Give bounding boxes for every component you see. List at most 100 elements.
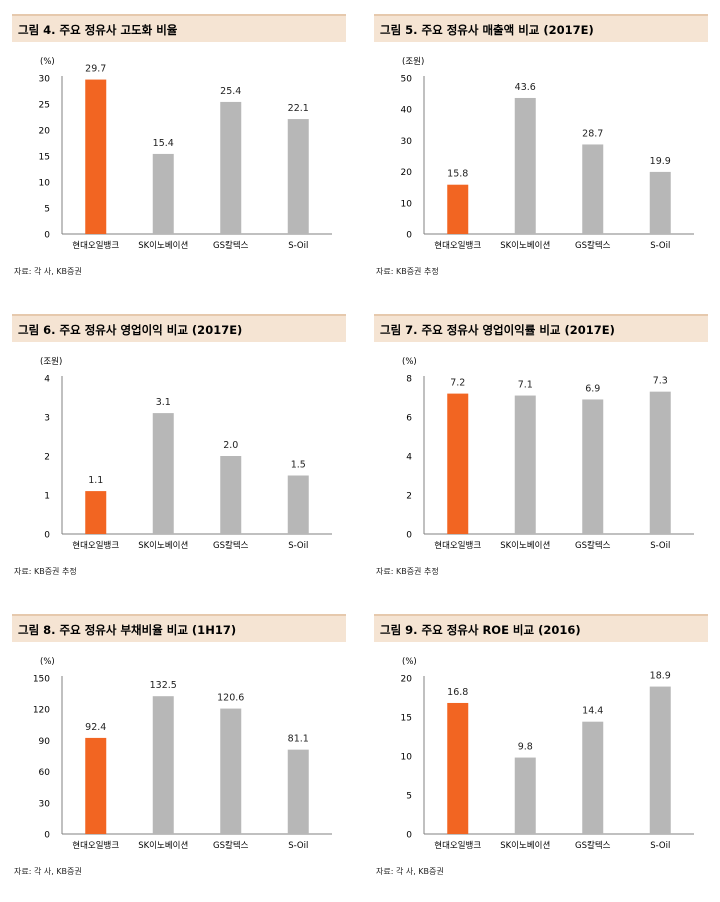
x-tick-label: GS칼텍스 [213,540,249,551]
source-note: 자료: KB증권 추정 [14,567,77,576]
x-tick-label: 현대오일뱅크 [72,240,119,251]
x-tick-label: SK이노베이션 [138,240,188,251]
data-label: 15.8 [447,169,468,180]
x-tick-label: S-Oil [650,841,670,851]
data-label: 92.4 [85,722,106,733]
bar [514,395,536,534]
source-note: 자료: 각 사, KB증권 [14,867,82,876]
x-tick-label: SK이노베이션 [138,840,188,851]
bar-chart: (조원) 0 10 20 30 40 50 15.8 현대오일뱅크 43.6 SK이노베이션 28.7… [401,57,694,251]
panel-title: 그림 6. 주요 정유사 영업이익 비교 (2017E) [12,314,346,342]
data-label: 43.6 [515,82,536,93]
data-label: 28.7 [582,128,603,139]
bar [582,399,604,534]
y-tick-label: 50 [401,75,413,85]
bar [220,708,242,834]
x-tick-label: S-Oil [288,241,308,251]
x-tick-label: 현대오일뱅크 [434,240,481,251]
bar [649,686,671,834]
bar [85,491,107,534]
y-tick-label: 2 [406,492,412,502]
y-tick-label: 4 [406,453,412,463]
data-label: 132.5 [150,680,177,691]
bar [287,475,309,534]
data-label: 7.2 [450,378,465,389]
chart-area: (조원) 0 1 2 3 4 1.1 현대오일뱅크 3.1 SK이노베이션 2.0 GS칼텍스 1.5 S… [12,348,346,558]
y-tick-label: 5 [44,205,50,215]
chart-panel-roe: 그림 9. 주요 정유사 ROE 비교 (2016) (%) 0 5 10 15 20 16… [374,614,708,876]
bar [85,737,107,834]
bar [287,749,309,834]
y-tick-label: 0 [406,231,412,241]
y-tick-label: 10 [401,753,413,763]
bar [220,456,242,534]
bar [649,391,671,534]
data-label: 15.4 [153,138,174,149]
source-note: 자료: 각 사, KB증권 [376,867,444,876]
data-label: 16.8 [447,687,468,698]
x-tick-label: SK이노베이션 [500,540,550,551]
data-label: 2.0 [223,440,238,451]
y-tick-label: 20 [401,675,413,685]
chart-panel-high-conversion-ratio: 그림 4. 주요 정유사 고도화 비율 (%) 0 5 10 15 20 25 30 29.7 현… [12,14,346,276]
chart-area: (%) 0 30 60 90 120 150 92.4 현대오일뱅크 132.5 SK이노베이션 12… [12,648,346,858]
x-tick-label: 현대오일뱅크 [434,840,481,851]
y-tick-label: 10 [401,199,413,209]
data-label: 7.3 [653,376,668,387]
bar-chart: (%) 0 30 60 90 120 150 92.4 현대오일뱅크 132.5 SK이노베이션 12… [33,657,332,851]
unit-label: (%) [40,57,55,67]
source-note: 자료: KB증권 추정 [376,567,439,576]
bar [85,79,107,234]
y-tick-label: 30 [39,75,51,85]
unit-label: (조원) [402,57,424,67]
bar-chart: (%) 0 5 10 15 20 16.8 현대오일뱅크 9.8 SK이노베이션 14.4 GS칼텍스… [401,657,694,851]
x-tick-label: GS칼텍스 [575,240,611,251]
y-tick-label: 0 [44,231,50,241]
y-tick-label: 150 [33,675,50,685]
data-label: 22.1 [288,103,309,114]
chart-area: (%) 0 2 4 6 8 7.2 현대오일뱅크 7.1 SK이노베이션 6.9 GS칼텍스 7.3 S-… [374,348,708,558]
bar [582,144,604,234]
y-tick-label: 90 [39,737,51,747]
unit-label: (%) [402,657,417,667]
y-tick-label: 15 [39,153,50,163]
x-tick-label: SK이노베이션 [500,840,550,851]
bar-chart: (%) 0 2 4 6 8 7.2 현대오일뱅크 7.1 SK이노베이션 6.9 GS칼텍스 7.3 S-… [402,357,694,551]
panel-title: 그림 8. 주요 정유사 부채비율 비교 (1H17) [12,614,346,642]
bar [152,153,174,234]
x-tick-label: S-Oil [650,541,670,551]
panel-title: 그림 5. 주요 정유사 매출액 비교 (2017E) [374,14,708,42]
y-tick-label: 0 [406,531,412,541]
x-tick-label: SK이노베이션 [138,540,188,551]
data-label: 1.5 [291,460,306,471]
data-label: 81.1 [288,734,309,745]
x-tick-label: 현대오일뱅크 [72,540,119,551]
chart-panel-operating-margin: 그림 7. 주요 정유사 영업이익률 비교 (2017E) (%) 0 2 4 6 8 7.… [374,314,708,576]
unit-label: (%) [402,357,417,367]
data-label: 25.4 [220,86,241,97]
chart-area: (%) 0 5 10 15 20 16.8 현대오일뱅크 9.8 SK이노베이션 14.4 GS칼텍스… [374,648,708,858]
data-label: 6.9 [585,383,600,394]
chart-panel-debt-ratio: 그림 8. 주요 정유사 부채비율 비교 (1H17) (%) 0 30 60 90 12… [12,614,346,876]
data-label: 14.4 [582,706,603,717]
y-tick-label: 40 [401,106,413,116]
y-tick-label: 20 [401,168,413,178]
bar [514,97,536,234]
bar [220,101,242,234]
data-label: 120.6 [217,693,244,704]
y-tick-label: 5 [406,792,412,802]
data-label: 9.8 [518,742,533,753]
bar-chart: (%) 0 5 10 15 20 25 30 29.7 현대오일뱅크 15.4 SK이노베이션 25.4… [39,57,332,251]
y-tick-label: 30 [39,799,51,809]
bar [582,721,604,834]
y-tick-label: 1 [44,492,50,502]
y-tick-label: 0 [44,831,50,841]
panel-title: 그림 4. 주요 정유사 고도화 비율 [12,14,346,42]
x-tick-label: S-Oil [650,241,670,251]
y-tick-label: 2 [44,453,50,463]
bar [152,696,174,834]
bar [649,171,671,234]
bar [152,413,174,534]
y-tick-label: 3 [44,414,50,424]
bar [447,184,469,234]
